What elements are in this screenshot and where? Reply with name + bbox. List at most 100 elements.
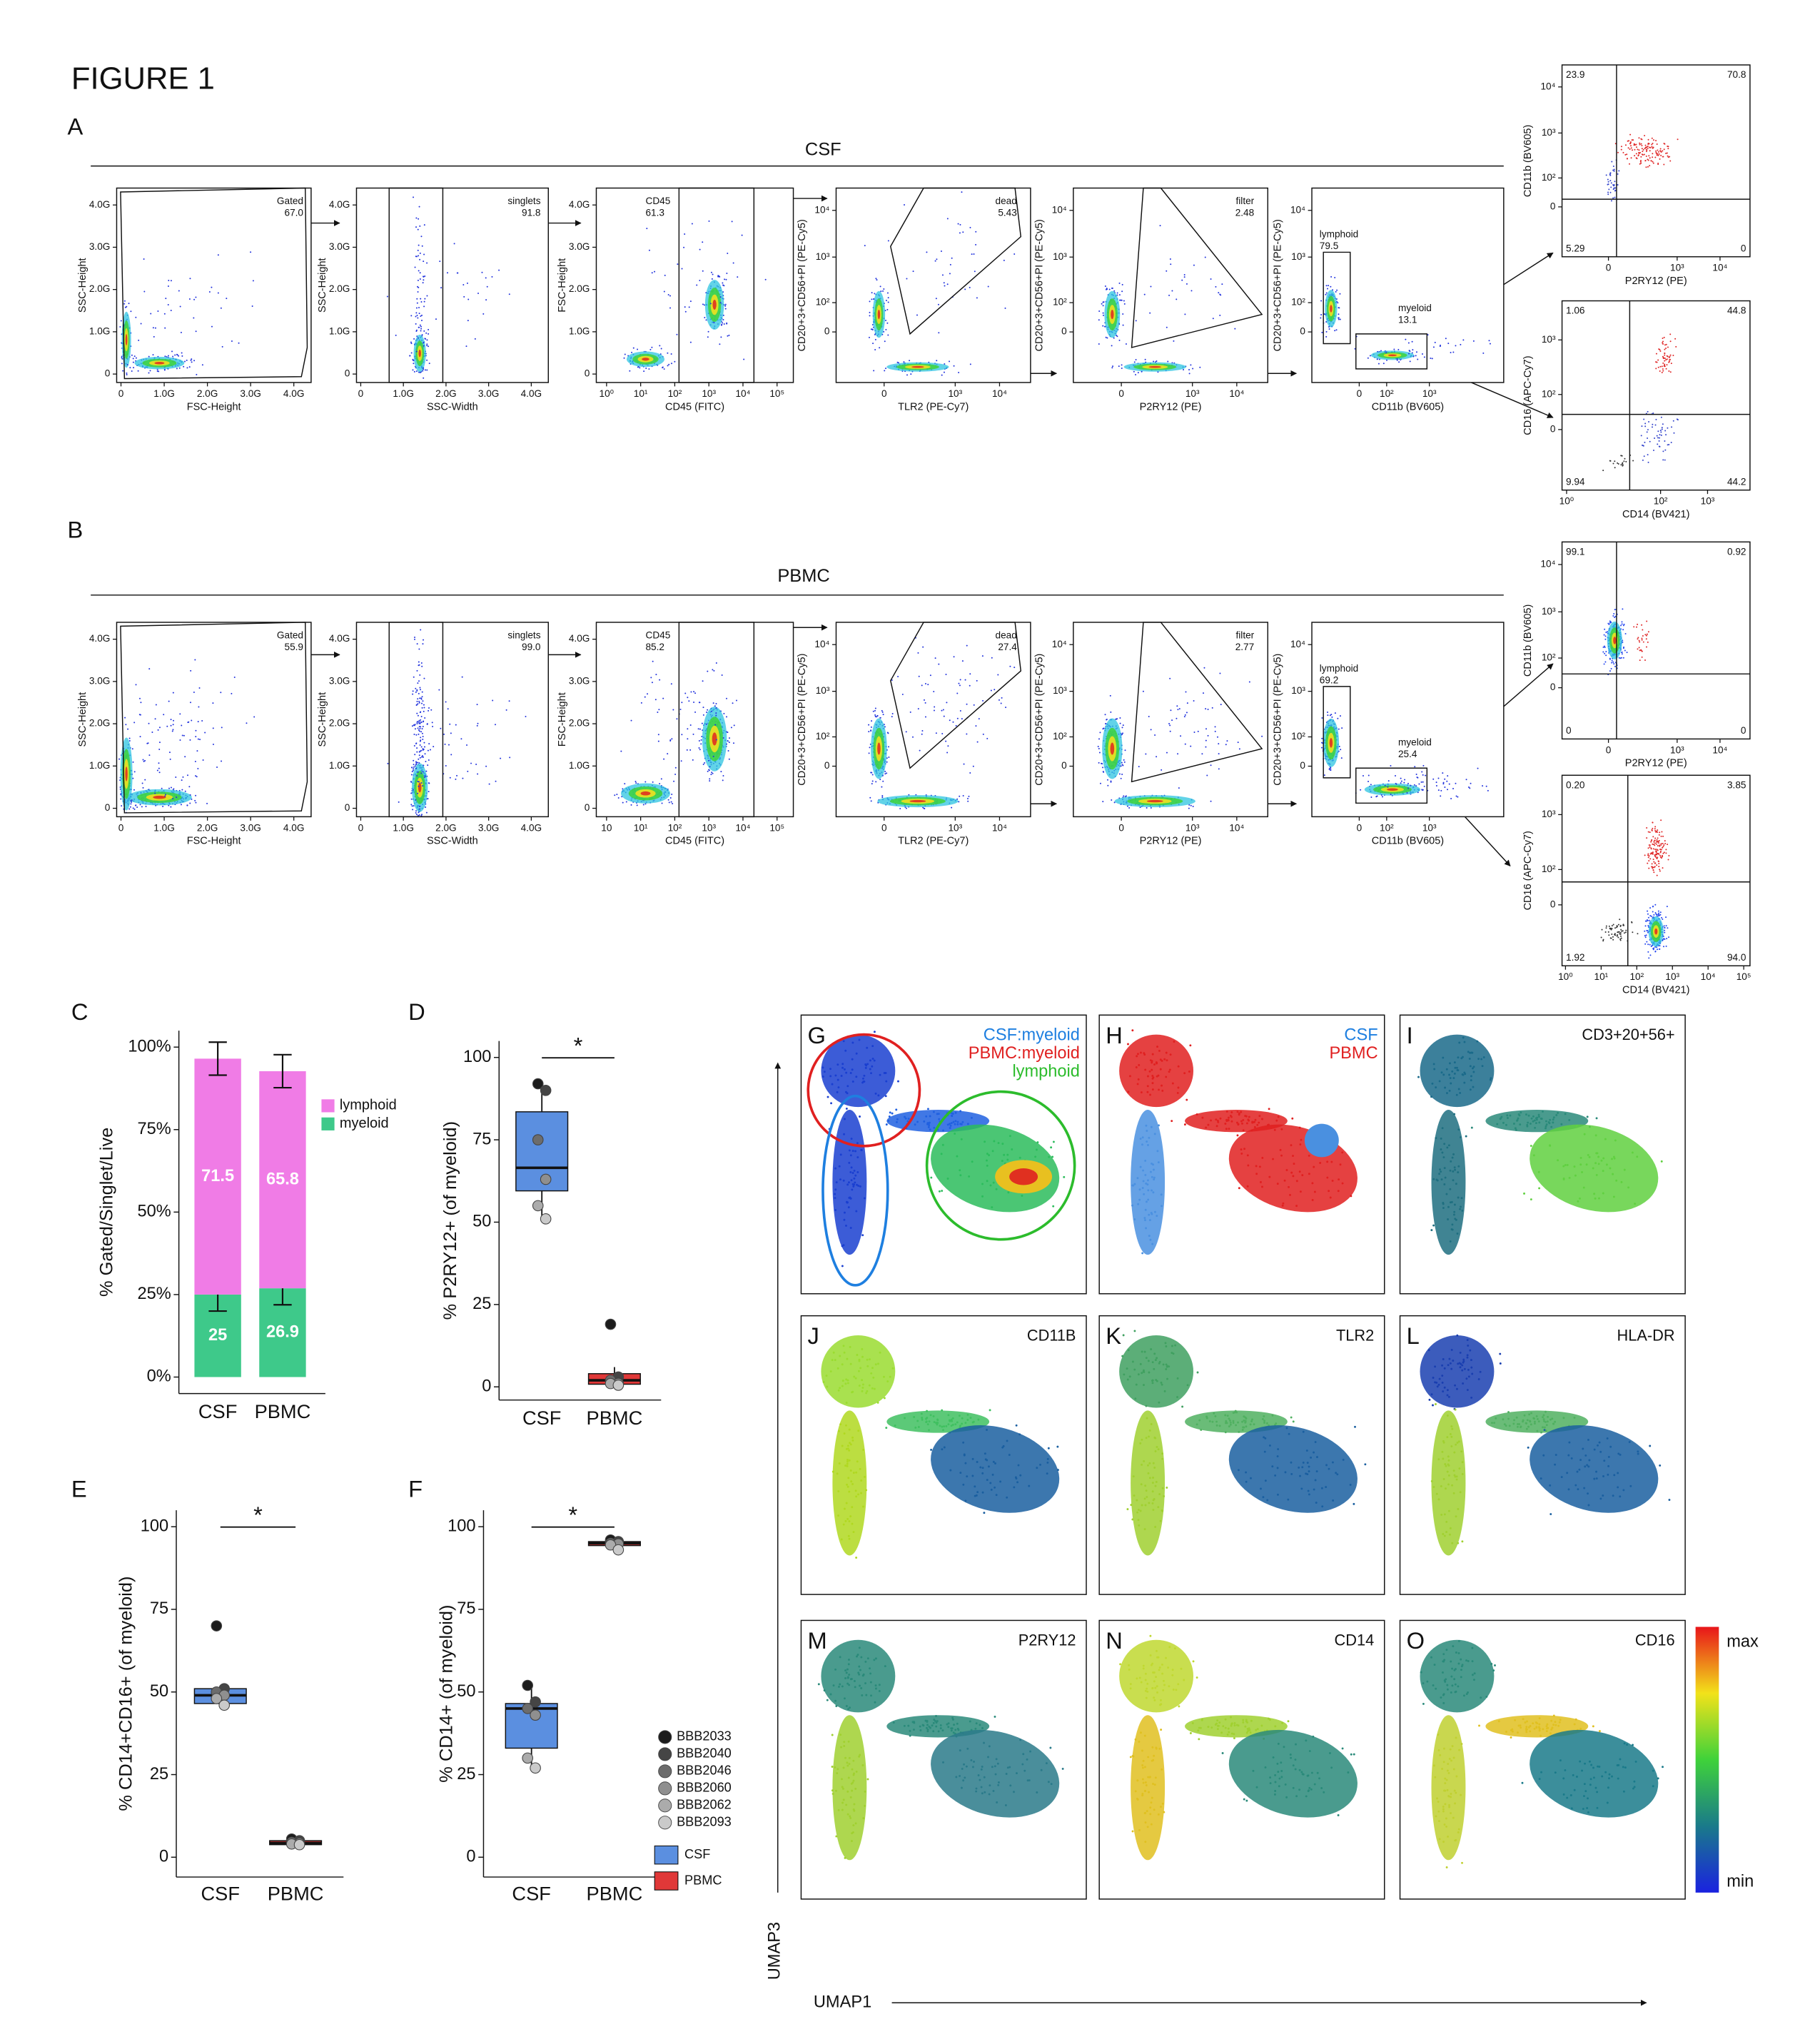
event-dot bbox=[421, 696, 423, 698]
event-dot bbox=[1125, 795, 1127, 797]
plot-frame bbox=[595, 187, 794, 383]
event-dot bbox=[639, 367, 641, 369]
event-dot bbox=[197, 768, 199, 770]
event-dot bbox=[953, 656, 955, 658]
event-dot bbox=[1655, 418, 1657, 420]
gate-value: 61.3 bbox=[645, 208, 664, 218]
event-dot bbox=[1604, 638, 1607, 640]
event-dot bbox=[1138, 766, 1140, 768]
event-dot bbox=[1662, 156, 1664, 158]
event-dot bbox=[669, 739, 672, 741]
event-dot bbox=[154, 792, 156, 794]
event-dot bbox=[417, 279, 419, 281]
event-dot bbox=[169, 758, 171, 760]
event-dot bbox=[693, 691, 695, 693]
event-dot bbox=[410, 343, 413, 345]
event-dot bbox=[1218, 768, 1220, 770]
event-dot bbox=[1135, 374, 1137, 376]
x-tick-label: 4.0G bbox=[283, 822, 305, 833]
event-dot bbox=[707, 336, 709, 338]
event-dot bbox=[194, 799, 196, 801]
event-dot bbox=[415, 687, 417, 689]
event-dot bbox=[1207, 734, 1209, 737]
event-dot bbox=[941, 274, 944, 276]
y-tick-label: 1.0G bbox=[569, 325, 590, 336]
event-dot bbox=[646, 228, 648, 230]
y-tick-label: 10² bbox=[816, 297, 830, 308]
event-dot bbox=[1203, 667, 1205, 669]
event-dot bbox=[1123, 761, 1126, 763]
event-dot bbox=[1657, 443, 1659, 445]
density-core bbox=[418, 349, 421, 358]
event-dot bbox=[998, 699, 1000, 701]
y-tick-label: 3.0G bbox=[89, 241, 111, 252]
x-tick-label: 10³ bbox=[1185, 388, 1200, 399]
event-dot bbox=[133, 789, 135, 791]
event-dot bbox=[687, 697, 689, 699]
event-dot bbox=[420, 737, 422, 739]
event-dot bbox=[1649, 165, 1651, 167]
event-dot bbox=[1210, 800, 1212, 802]
event-dot bbox=[697, 728, 699, 730]
event-dot bbox=[217, 292, 219, 294]
event-dot bbox=[1665, 916, 1667, 919]
event-dot bbox=[694, 711, 697, 713]
event-dot bbox=[1649, 440, 1651, 442]
event-dot bbox=[433, 746, 435, 748]
event-dot bbox=[1665, 359, 1667, 361]
panel-letter: A bbox=[67, 113, 83, 140]
event-dot bbox=[1625, 460, 1627, 462]
event-dot bbox=[414, 637, 416, 639]
event-dot bbox=[426, 345, 428, 347]
gate-value: 27.4 bbox=[998, 642, 1017, 652]
quadrant-value: 70.8 bbox=[1727, 69, 1746, 80]
event-dot bbox=[1665, 945, 1667, 947]
event-dot bbox=[722, 282, 724, 284]
event-dot bbox=[1626, 158, 1628, 160]
event-dot bbox=[1605, 631, 1607, 633]
event-dot bbox=[1320, 317, 1322, 319]
event-dot bbox=[1415, 774, 1417, 775]
event-dot bbox=[903, 361, 905, 363]
event-dot bbox=[1656, 154, 1658, 156]
event-dot bbox=[698, 747, 700, 749]
event-dot bbox=[418, 206, 420, 208]
event-dot bbox=[1656, 143, 1658, 145]
event-dot bbox=[1637, 637, 1639, 639]
event-dot bbox=[1643, 455, 1645, 457]
event-dot bbox=[1400, 777, 1402, 779]
event-dot bbox=[1482, 352, 1485, 354]
event-dot bbox=[398, 801, 400, 803]
event-dot bbox=[904, 203, 906, 206]
event-dot bbox=[1665, 343, 1667, 345]
y-tick-label: 10³ bbox=[1053, 251, 1067, 262]
event-dot bbox=[186, 774, 188, 776]
event-dot bbox=[415, 307, 418, 309]
event-dot bbox=[410, 804, 413, 806]
quadrant-value: 0.92 bbox=[1727, 546, 1746, 557]
event-dot bbox=[1647, 158, 1649, 161]
event-dot bbox=[911, 736, 914, 738]
event-dot bbox=[1617, 463, 1619, 465]
event-dot bbox=[875, 781, 877, 783]
plot-frame bbox=[116, 622, 312, 818]
event-dot bbox=[1330, 714, 1333, 716]
event-dot bbox=[1405, 338, 1407, 340]
event-dot bbox=[727, 740, 729, 742]
event-dot bbox=[1407, 342, 1410, 344]
x-tick-label: 2.0G bbox=[435, 388, 457, 399]
event-dot bbox=[1663, 365, 1665, 367]
event-dot bbox=[887, 334, 889, 336]
event-dot bbox=[412, 359, 414, 361]
event-dot bbox=[969, 363, 971, 365]
event-dot bbox=[712, 669, 714, 671]
event-dot bbox=[418, 719, 420, 722]
y-tick-label: 10² bbox=[816, 731, 830, 742]
event-dot bbox=[186, 367, 188, 369]
event-dot bbox=[1667, 146, 1669, 148]
event-dot bbox=[997, 674, 999, 676]
event-dot bbox=[1465, 779, 1467, 781]
event-dot bbox=[136, 806, 138, 808]
quadrant-value: 44.8 bbox=[1727, 305, 1746, 316]
event-dot bbox=[1662, 370, 1664, 372]
